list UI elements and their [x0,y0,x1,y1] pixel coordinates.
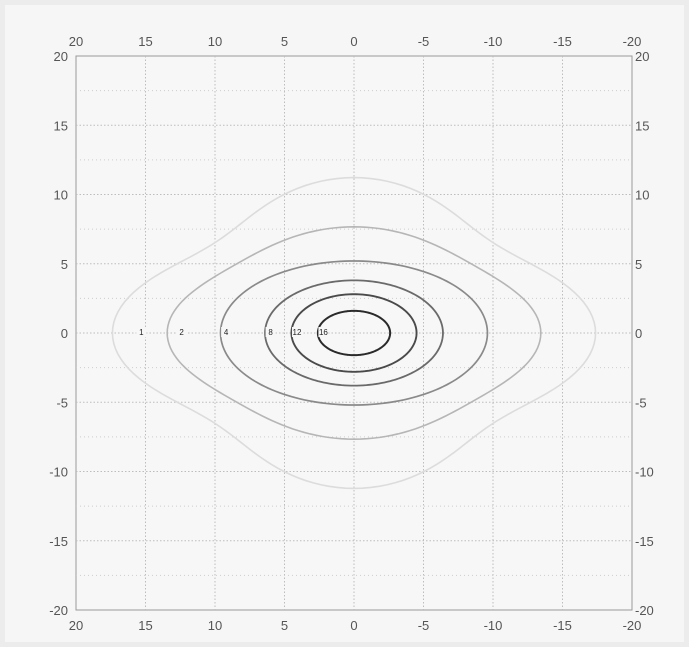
x-tick-label-bottom: 0 [350,618,357,633]
x-tick-label-bottom: 10 [208,618,222,633]
contour-label-bg [176,327,187,337]
chart-frame: 1 2 4 8 12 16 20 20 15 15 10 10 5 5 0 0 -5 -5 -10 -10 -15 -1… [5,5,684,642]
contour-label-bg [221,327,232,337]
y-tick-label-right: 0 [635,326,642,341]
x-tick-label-bottom: 5 [281,618,288,633]
contour-line [219,260,489,406]
y-tick-label-right: 20 [635,49,649,64]
x-tick-label-top: -10 [484,34,503,49]
contour-label-bg [318,327,329,337]
y-tick-label-left: 20 [54,49,68,64]
x-tick-label-bottom: -20 [623,618,642,633]
contour-lines [111,176,597,490]
x-tick-label-bottom: -10 [484,618,503,633]
x-tick-label-top: -5 [418,34,430,49]
contour-level-label: 12 [293,328,302,337]
contour-line [166,226,542,440]
x-tick-label-top: 0 [350,34,357,49]
contour-level-label: 1 [139,328,144,337]
y-tick-label-right: -15 [635,534,654,549]
y-tick-label-left: -5 [56,395,68,410]
contour-line [111,176,597,490]
x-tick-label-top: -15 [553,34,572,49]
contour-line [316,309,392,357]
contour-label-bg [136,327,147,337]
y-tick-label-left: 10 [54,188,68,203]
y-tick-label-left: -20 [49,603,68,618]
y-tick-label-right: 15 [635,118,649,133]
y-tick-label-right: -10 [635,465,654,480]
x-tick-label-top: 5 [281,34,288,49]
x-tick-label-top: 10 [208,34,222,49]
y-tick-label-left: 5 [61,257,68,272]
contour-label-bg [292,327,303,337]
x-tick-label-bottom: -5 [418,618,430,633]
contour-chart: 1 2 4 8 12 16 2020151510105500-5-5-10-10-15-1… [49,34,654,633]
contour-level-label: 2 [179,328,184,337]
contour-line [290,293,418,373]
contour-labels: 1 2 4 8 12 16 [136,327,329,337]
contour-label-bg [265,327,276,337]
contour-level-label: 8 [268,328,273,337]
x-tick-label-bottom: 20 [69,618,83,633]
y-tick-label-right: 10 [635,188,649,203]
y-tick-label-right: 5 [635,257,642,272]
x-tick-label-bottom: 15 [138,618,152,633]
x-tick-label-bottom: -15 [553,618,572,633]
y-tick-label-right: -5 [635,395,647,410]
y-tick-label-left: -10 [49,465,68,480]
x-tick-label-top: 15 [138,34,152,49]
contour-level-label: 4 [224,328,229,337]
y-tick-label-left: -15 [49,534,68,549]
y-tick-label-left: 15 [54,118,68,133]
y-tick-label-left: 0 [61,326,68,341]
x-tick-label-top: -20 [623,34,642,49]
contour-line [264,279,444,387]
x-tick-label-top: 20 [69,34,83,49]
axis-tick-labels: 2020151510105500-5-5-10-10-15-15-20-2020… [49,34,654,633]
y-tick-label-right: -20 [635,603,654,618]
contour-level-label: 16 [319,328,328,337]
